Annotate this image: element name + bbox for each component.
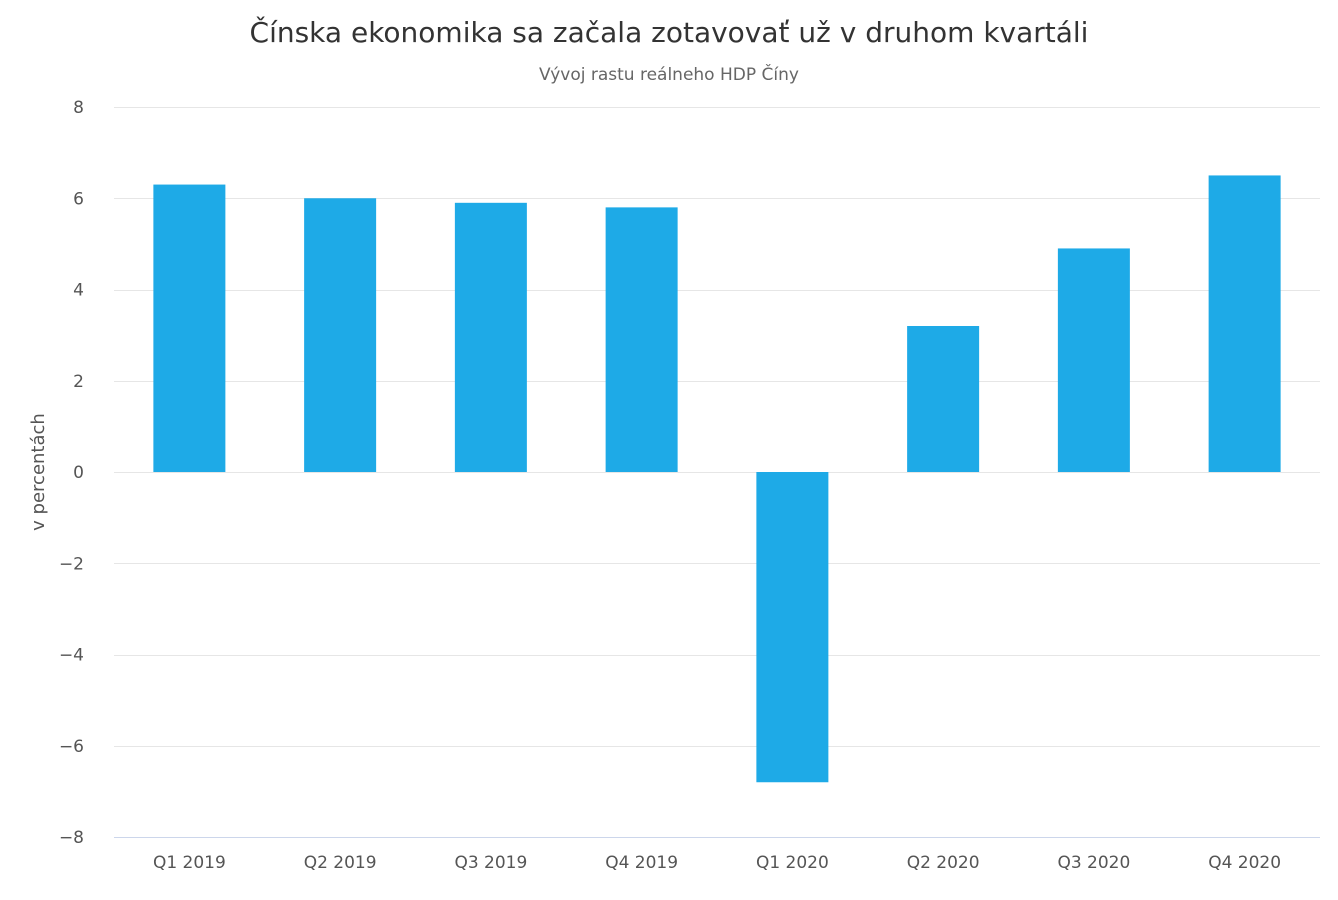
y-tick-label: −6 — [59, 737, 84, 757]
bar[interactable] — [756, 472, 829, 783]
bar[interactable] — [605, 207, 678, 472]
y-tick-label: −4 — [59, 646, 84, 666]
y-axis-title: v percentách — [28, 413, 49, 531]
gridlines — [114, 107, 1320, 838]
y-tick-label: 0 — [73, 463, 84, 483]
x-axis-ticks: Q1 2019 Q2 2019 Q3 2019 Q4 2019 Q1 2020 Q2 20… — [153, 853, 1281, 873]
bar[interactable] — [1057, 248, 1130, 472]
bar[interactable] — [304, 198, 377, 472]
y-tick-label: 4 — [73, 281, 84, 301]
x-tick-label: Q1 2019 — [153, 853, 226, 873]
bar[interactable] — [454, 202, 527, 472]
chart-title: Čínska ekonomika sa začala zotavovať už … — [250, 15, 1089, 49]
y-tick-label: 2 — [73, 372, 84, 392]
chart-subtitle: Vývoj rastu reálneho HDP Číny — [539, 63, 799, 85]
y-axis-ticks: 8 6 4 2 0 −2 −4 −6 −8 — [59, 98, 84, 848]
x-tick-label: Q1 2020 — [756, 853, 829, 873]
x-tick-label: Q3 2019 — [454, 853, 527, 873]
bars — [153, 175, 1281, 783]
bar[interactable] — [907, 326, 980, 472]
bar[interactable] — [153, 184, 226, 472]
y-tick-label: −8 — [59, 828, 84, 848]
x-tick-label: Q4 2020 — [1208, 853, 1281, 873]
x-tick-label: Q2 2020 — [907, 853, 980, 873]
y-tick-label: 8 — [73, 98, 84, 118]
x-tick-label: Q3 2020 — [1057, 853, 1130, 873]
x-tick-label: Q4 2019 — [605, 853, 678, 873]
y-tick-label: −2 — [59, 554, 84, 574]
y-tick-label: 6 — [73, 189, 84, 209]
bar[interactable] — [1208, 175, 1281, 472]
x-tick-label: Q2 2019 — [304, 853, 377, 873]
